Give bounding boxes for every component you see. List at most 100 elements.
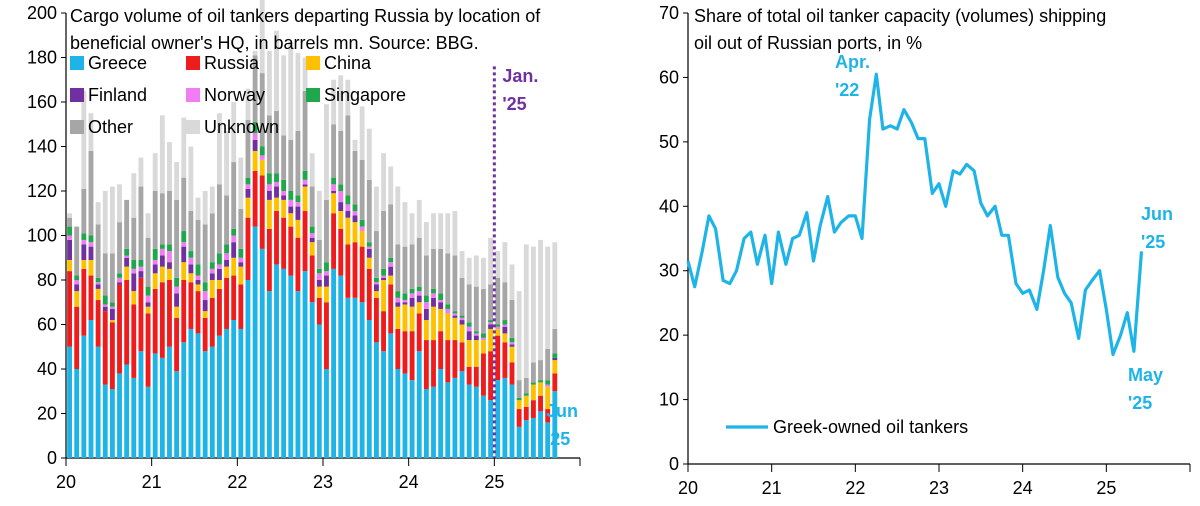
right-y-tick-label: 20 — [659, 325, 679, 345]
bar-singapore — [466, 322, 472, 327]
bar-singapore — [316, 268, 322, 274]
bar-unknown — [502, 242, 508, 283]
bar-china — [509, 346, 515, 363]
bar-russia — [495, 335, 501, 381]
bar-finland — [502, 326, 508, 334]
bar-singapore — [88, 235, 94, 243]
bar-unknown — [252, 50, 258, 56]
bar-china — [188, 273, 194, 283]
bar-norway — [331, 184, 337, 191]
legend-label-greece: Greece — [88, 53, 147, 73]
bar-russia — [266, 228, 272, 292]
bar-unknown — [81, 90, 87, 189]
bar-unknown — [352, 139, 358, 151]
bar-singapore — [181, 231, 187, 243]
bar-norway — [402, 300, 408, 303]
bar-other — [188, 211, 194, 252]
bar-singapore — [395, 291, 401, 298]
bar-singapore — [373, 277, 379, 283]
bar-russia — [274, 211, 279, 265]
bar-china — [67, 259, 72, 272]
bar-norway — [252, 133, 258, 140]
bar-unknown — [552, 242, 558, 329]
bar-finland — [231, 242, 237, 258]
bar-other — [309, 186, 315, 227]
bar-other — [538, 360, 543, 381]
bar-other — [438, 248, 444, 294]
bar-russia — [181, 280, 187, 343]
right-x-tick-label: 23 — [929, 478, 949, 498]
bar-finland — [131, 273, 137, 292]
bar-unknown — [202, 191, 208, 225]
bar-china — [281, 199, 287, 218]
bar-unknown — [395, 186, 401, 245]
bar-russia — [416, 313, 422, 352]
left-y-tick-label: 180 — [27, 48, 57, 68]
bar-china — [167, 268, 172, 280]
bar-finland — [102, 306, 108, 312]
bar-other — [174, 199, 180, 278]
right-annotation-text: Apr. — [835, 52, 870, 72]
bar-other — [81, 188, 87, 234]
bar-russia — [245, 217, 251, 280]
bar-unknown — [195, 197, 201, 220]
bar-china — [295, 219, 301, 238]
right-annotation-text: Jun — [1141, 204, 1173, 224]
bar-china — [331, 193, 337, 214]
bar-russia — [438, 331, 444, 369]
bar-finland — [452, 315, 458, 318]
bar-russia — [188, 282, 194, 329]
bar-russia — [309, 255, 315, 303]
bar-unknown — [516, 291, 522, 381]
bar-unknown — [181, 117, 187, 178]
bar-russia — [288, 226, 294, 276]
bar-china — [95, 288, 101, 301]
bar-norway — [95, 282, 101, 285]
legend-swatch-singapore — [306, 88, 320, 102]
right-y-tick-label: 10 — [659, 390, 679, 410]
bar-russia — [523, 406, 529, 421]
bar-other — [224, 195, 229, 245]
left-annotation-text: Jun — [546, 401, 578, 421]
right-annotation-text: '25 — [1128, 393, 1152, 413]
bar-finland — [238, 262, 244, 267]
bar-norway — [295, 202, 301, 207]
bar-singapore — [324, 262, 329, 272]
bar-greece — [67, 346, 72, 458]
bar-china — [495, 328, 501, 336]
bar-greece — [159, 357, 165, 458]
bar-singapore — [331, 177, 337, 185]
bar-unknown — [345, 79, 351, 116]
left-annotation-text: '25 — [546, 429, 570, 449]
bar-singapore — [152, 248, 158, 260]
bar-unknown — [231, 102, 237, 163]
bar-norway — [388, 262, 394, 267]
bar-singapore — [495, 324, 501, 327]
bar-other — [288, 139, 294, 191]
bar-china — [381, 280, 386, 312]
bar-norway — [209, 268, 215, 274]
bar-finland — [152, 264, 158, 274]
bar-greece — [388, 333, 394, 458]
bar-other — [338, 130, 344, 185]
bar-greece — [331, 268, 337, 458]
right-x-tick-label: 21 — [762, 478, 782, 498]
bar-china — [359, 231, 365, 247]
bar-other — [152, 191, 158, 249]
bar-norway — [366, 246, 372, 249]
bar-singapore — [259, 146, 265, 156]
bar-norway — [152, 259, 158, 265]
left-x-tick-label: 21 — [142, 472, 162, 492]
left-y-tick-label: 0 — [47, 448, 57, 468]
right-y-tick-label: 70 — [659, 3, 679, 23]
bar-other — [195, 219, 201, 265]
bar-russia — [216, 288, 222, 336]
bar-russia — [431, 340, 436, 387]
bar-other — [145, 237, 151, 287]
bar-russia — [202, 317, 208, 352]
bar-russia — [109, 322, 115, 390]
bar-finland — [324, 275, 329, 287]
bar-singapore — [195, 264, 201, 276]
bar-unknown — [238, 157, 244, 209]
bar-russia — [516, 409, 522, 427]
